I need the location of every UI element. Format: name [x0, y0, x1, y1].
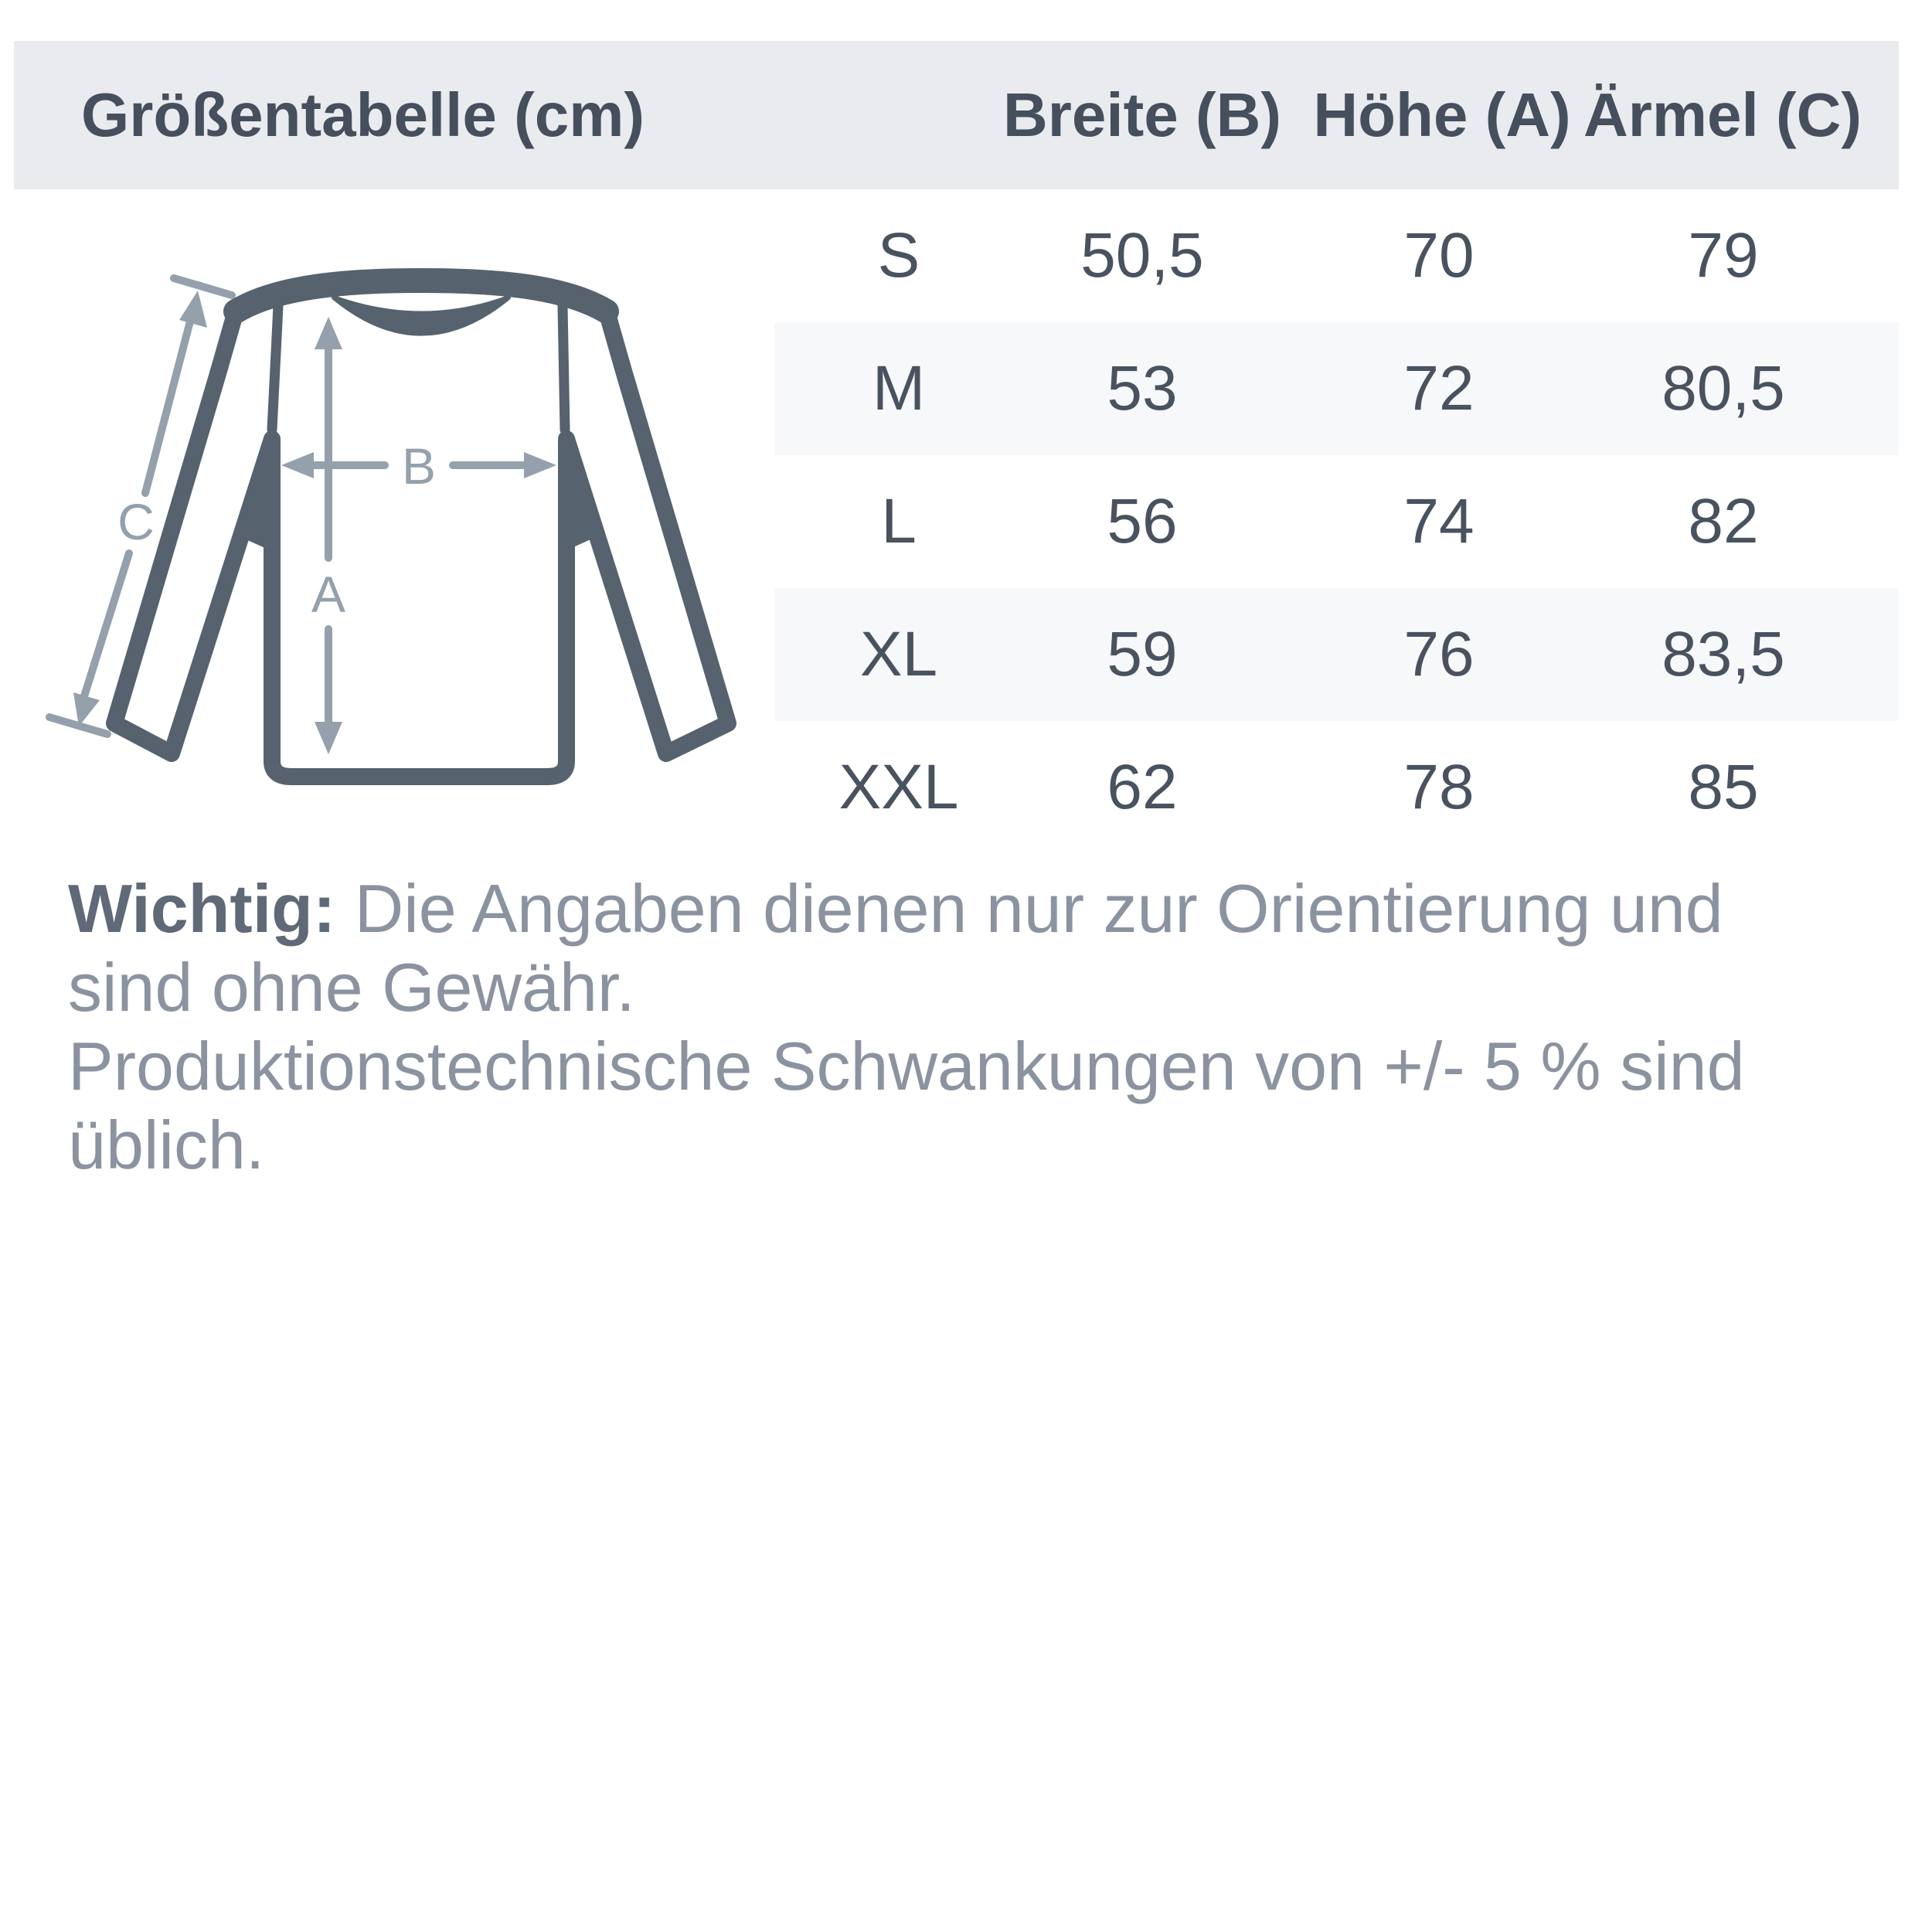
- sleeve-arrow-bottom-tick: [46, 713, 111, 738]
- breite-cell: 50,5: [1080, 220, 1204, 291]
- hoehe-cell: 78: [1403, 752, 1475, 822]
- aermel-cell: 83,5: [1662, 619, 1785, 689]
- breite-cell: 62: [1107, 752, 1178, 822]
- breite-cell: 59: [1107, 619, 1178, 689]
- width-label: B: [402, 437, 436, 495]
- height-label: A: [311, 566, 345, 623]
- table-row: XXL 62 78 85: [774, 721, 1899, 854]
- size-cell: S: [877, 220, 920, 291]
- aermel-cell: 82: [1688, 486, 1759, 556]
- size-cell: L: [881, 486, 917, 556]
- arrowheads: [73, 291, 556, 754]
- aermel-cell: 79: [1688, 220, 1759, 291]
- hoehe-cell: 72: [1403, 353, 1475, 423]
- aermel-cell: 85: [1688, 752, 1759, 822]
- table-header-band: Größentabelle (cm) Breite (B) Höhe (A) Ä…: [14, 41, 1899, 189]
- sleeve-label: C: [117, 493, 155, 550]
- table-row: L 56 74 82: [774, 455, 1899, 588]
- table-row: XL 59 76 83,5: [774, 588, 1899, 721]
- collar-icon: [332, 295, 511, 336]
- size-cell: XXL: [838, 752, 959, 822]
- disclaimer-lead: Wichtig:: [68, 870, 336, 947]
- breite-cell: 56: [1107, 486, 1178, 556]
- table-row: S 50,5 70 79: [774, 189, 1899, 322]
- table-row: M 53 72 80,5: [774, 322, 1899, 455]
- column-header-breite: Breite (B): [1002, 80, 1282, 149]
- breite-cell: 53: [1107, 353, 1178, 423]
- shirt-measurement-diagram: A B C: [46, 268, 736, 785]
- hoehe-cell: 74: [1403, 486, 1475, 556]
- column-header-aermel: Ärmel (C): [1583, 80, 1862, 149]
- hoehe-cell: 76: [1403, 619, 1475, 689]
- page-title: Größentabelle (cm): [81, 80, 645, 149]
- measurement-arrows: [46, 274, 548, 747]
- size-cell: XL: [859, 619, 938, 689]
- disclaimer-text-1: Die Angaben dienen nur zur Orientierung …: [68, 870, 1723, 1026]
- hoehe-cell: 70: [1403, 220, 1475, 291]
- size-cell: M: [872, 353, 926, 423]
- sleeve-arrow-line: [141, 315, 195, 497]
- aermel-cell: 80,5: [1662, 353, 1785, 423]
- disclaimer-line-2: Produktionstechnische Schwankungen von +…: [68, 1028, 1745, 1183]
- sweatshirt-outline-icon: [106, 268, 736, 785]
- sleeve-arrow-top-tick: [170, 274, 236, 299]
- collar-and-seams: [245, 295, 591, 551]
- column-header-hoehe: Höhe (A): [1313, 80, 1571, 149]
- disclaimer-note: Wichtig: Die Angaben dienen nur zur Orie…: [68, 869, 1845, 1185]
- disclaimer-line-1: Wichtig: Die Angaben dienen nur zur Orie…: [68, 869, 1845, 1027]
